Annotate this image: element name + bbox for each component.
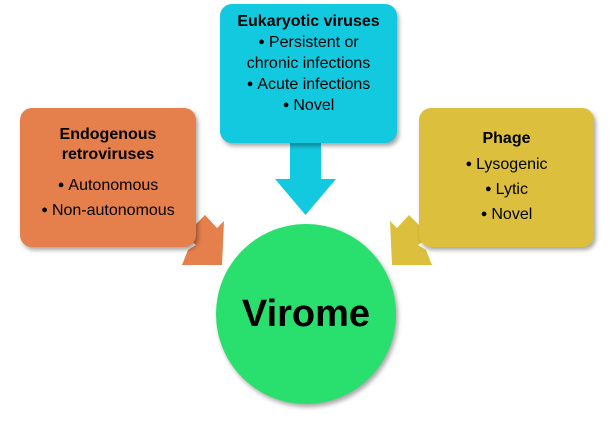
list-item: ● Persistent or [258, 34, 359, 51]
eukaryotic-viruses-title: Eukaryotic viruses [237, 13, 380, 30]
list-item: ● Non-autonomous [41, 202, 175, 219]
virome-circle: Virome [216, 224, 396, 404]
endogenous-retroviruses-title: Endogenous retroviruses [59, 126, 157, 163]
endogenous-retroviruses-list: ● Autonomous ● Non-autonomous [20, 173, 196, 223]
list-item: ● Novel [282, 97, 335, 114]
list-item: ● Novel [480, 206, 533, 223]
list-item: chronic infections [246, 55, 371, 72]
bullet-icon: ● [485, 183, 492, 195]
eukaryotic-viruses-box: Eukaryotic viruses ● Persistent or chroni… [220, 4, 397, 143]
virome-label: Virome [241, 292, 371, 335]
bullet-icon: ● [246, 78, 254, 90]
bullet-icon: ● [41, 204, 48, 216]
list-item: ● Lytic [485, 181, 528, 198]
list-item: ● Autonomous [57, 177, 159, 194]
bullet-icon: ● [282, 99, 290, 111]
phage-list: ● Lysogenic ● Lytic ● Novel [419, 152, 594, 227]
endogenous-retroviruses-box: Endogenous retroviruses ● Autonomous ● Non… [20, 108, 196, 247]
list-item: ● Lysogenic [465, 156, 548, 173]
bullet-icon: ● [57, 179, 65, 191]
phage-box: Phage ● Lysogenic ● Lytic ● Novel [419, 108, 594, 247]
eukaryotic-arrow [275, 143, 336, 215]
eukaryotic-viruses-list: ● Persistent or chronic infections ● Acute… [220, 32, 397, 116]
list-item: ● Acute infections [246, 76, 371, 93]
bullet-icon: ● [465, 158, 473, 170]
bullet-icon: ● [480, 208, 488, 220]
bullet-icon: ● [258, 36, 265, 48]
phage-title: Phage [482, 130, 531, 147]
